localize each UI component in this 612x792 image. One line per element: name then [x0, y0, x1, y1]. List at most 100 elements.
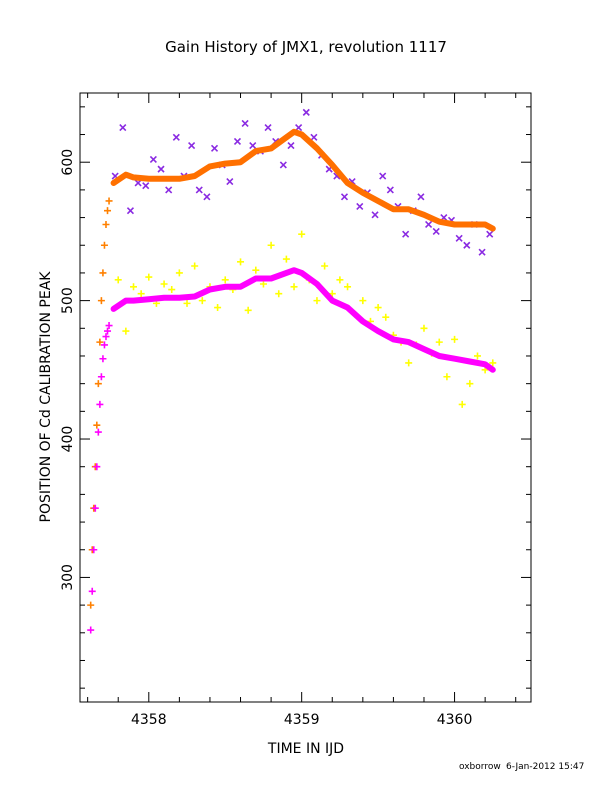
- data-point: [267, 241, 275, 249]
- plot-frame: [79, 92, 532, 703]
- data-point: [237, 258, 245, 266]
- data-point: [157, 165, 165, 173]
- data-point: [149, 155, 157, 164]
- data-point: [188, 142, 196, 150]
- data-point: [97, 373, 105, 381]
- data-point: [93, 421, 101, 429]
- data-point: [165, 186, 173, 194]
- data-point: [417, 193, 425, 201]
- data-point: [104, 327, 112, 335]
- series-4: [110, 128, 496, 232]
- data-point: [451, 335, 459, 343]
- data-point: [198, 297, 206, 305]
- data-series: [87, 108, 497, 634]
- data-point: [172, 133, 180, 141]
- data-point: [87, 601, 95, 609]
- data-point: [214, 304, 222, 312]
- x-tick-label: 4360: [437, 712, 473, 728]
- data-point: [105, 197, 113, 205]
- data-point: [102, 220, 110, 228]
- y-tick-label: 300: [60, 564, 76, 591]
- data-point: [405, 359, 413, 367]
- data-point: [282, 255, 290, 263]
- data-point: [310, 133, 318, 141]
- x-axis-label: TIME IN IJD: [267, 741, 344, 757]
- footer-date: 6-Jan-2012 15:47: [506, 762, 584, 772]
- data-point: [402, 230, 410, 238]
- data-point: [466, 380, 474, 388]
- data-point: [458, 400, 466, 408]
- data-point: [104, 207, 112, 215]
- data-point: [302, 108, 310, 116]
- data-point: [478, 248, 486, 256]
- data-point: [130, 283, 138, 291]
- data-point: [122, 327, 130, 335]
- data-point: [275, 290, 283, 298]
- data-point: [168, 286, 176, 294]
- data-point: [489, 359, 497, 367]
- data-point: [463, 241, 471, 249]
- data-point: [94, 380, 102, 388]
- y-tick-label: 400: [60, 426, 76, 453]
- data-point: [97, 297, 105, 305]
- data-point: [374, 304, 382, 312]
- data-point: [100, 341, 108, 349]
- data-point: [382, 313, 390, 321]
- data-point: [100, 241, 108, 249]
- data-point: [203, 193, 211, 201]
- data-point: [371, 211, 379, 219]
- x-tick-label: 4359: [284, 712, 320, 728]
- data-point: [96, 400, 104, 408]
- data-point: [473, 352, 481, 360]
- data-point: [344, 283, 352, 291]
- data-point: [241, 119, 249, 128]
- footer-credit: oxborrow: [459, 762, 501, 772]
- data-point: [356, 202, 364, 211]
- y-axis-label: POSITION OF Cd CALIBRATION PEAK: [38, 271, 54, 523]
- data-point: [264, 124, 272, 132]
- data-point: [425, 220, 433, 229]
- data-point: [175, 269, 183, 277]
- data-point: [249, 142, 257, 150]
- data-point: [233, 137, 242, 146]
- data-point: [287, 142, 295, 150]
- data-point: [126, 207, 135, 215]
- data-point: [279, 161, 287, 169]
- data-point: [88, 587, 96, 595]
- data-point: [259, 280, 267, 288]
- data-point: [435, 338, 443, 346]
- data-point: [432, 227, 440, 235]
- data-point: [91, 504, 99, 512]
- data-point: [443, 373, 451, 381]
- data-point: [298, 230, 306, 238]
- y-tick-label: 600: [60, 149, 76, 176]
- data-point: [486, 230, 494, 238]
- data-point: [93, 463, 101, 471]
- data-point: [145, 273, 153, 281]
- data-point: [313, 297, 321, 305]
- data-point: [137, 290, 145, 298]
- data-point: [221, 276, 229, 284]
- data-point: [244, 306, 252, 314]
- data-point: [102, 333, 110, 341]
- data-point: [160, 280, 168, 288]
- data-point: [252, 266, 260, 274]
- data-point: [379, 172, 387, 180]
- y-tick-label: 500: [60, 287, 76, 314]
- data-point: [336, 276, 344, 284]
- data-point: [96, 338, 104, 346]
- data-point: [455, 234, 463, 242]
- data-point: [114, 276, 122, 284]
- data-point: [359, 297, 367, 305]
- data-point: [210, 144, 219, 152]
- x-tick-label: 4358: [131, 712, 167, 728]
- data-point: [142, 182, 150, 190]
- data-point: [290, 283, 298, 291]
- data-point: [183, 299, 191, 307]
- data-point: [191, 262, 199, 270]
- smoothed-curve: [110, 128, 496, 232]
- chart-title: Gain History of JMX1, revolution 1117: [165, 38, 447, 56]
- data-point: [420, 324, 428, 332]
- data-point: [321, 262, 329, 270]
